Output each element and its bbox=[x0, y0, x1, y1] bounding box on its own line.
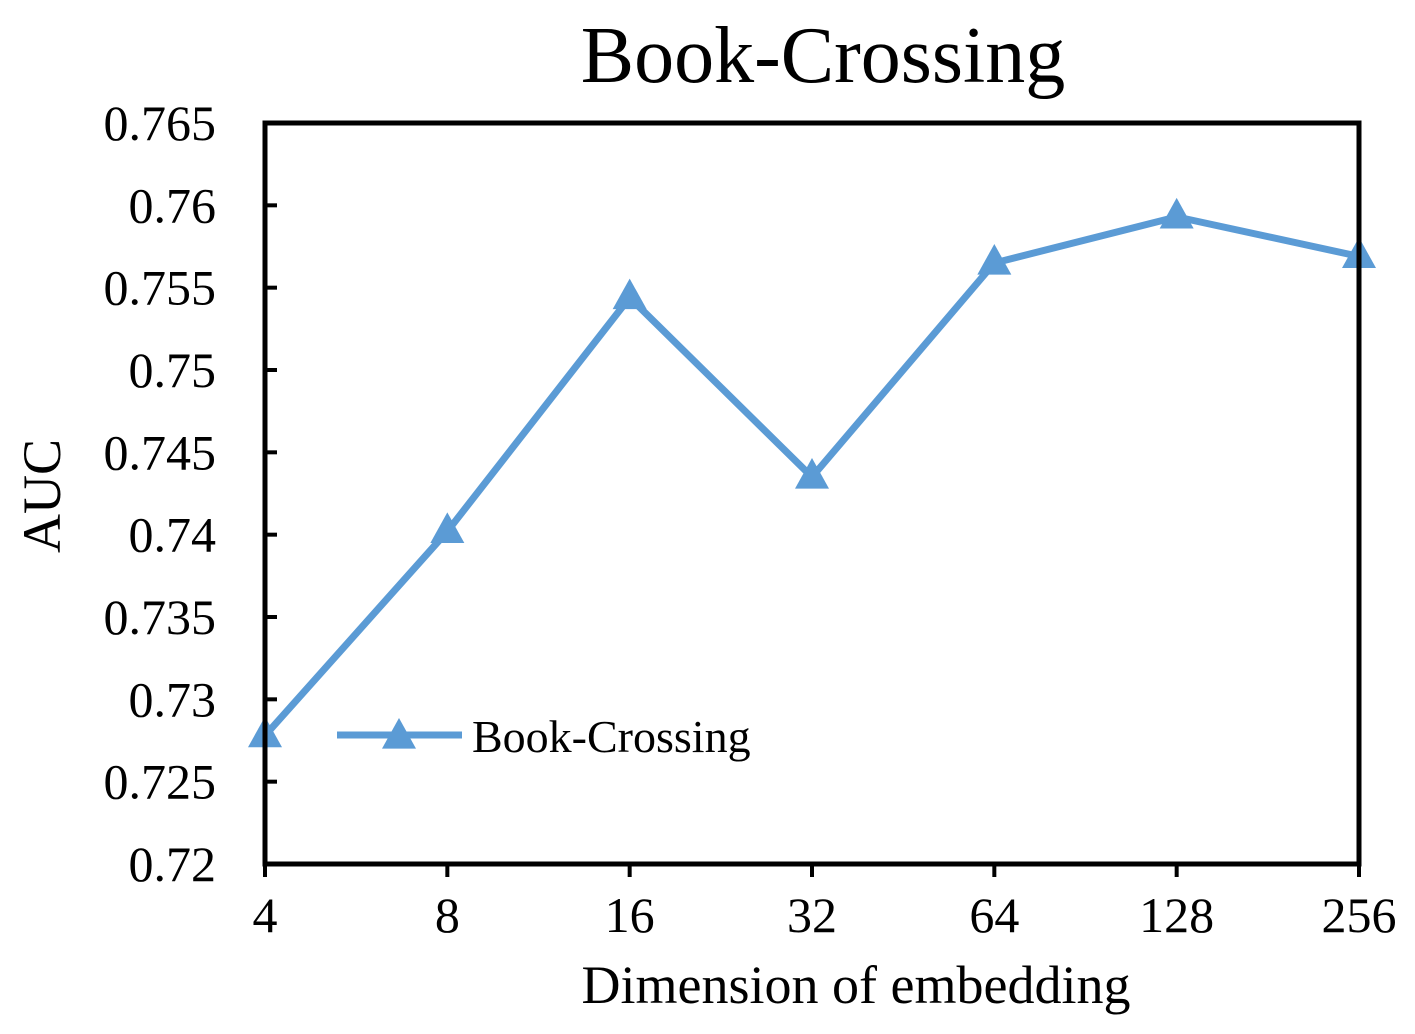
x-axis-label: Dimension of embedding bbox=[582, 955, 1131, 1015]
legend-triangle-marker bbox=[382, 718, 416, 749]
x-tick-label: 32 bbox=[787, 887, 837, 943]
data-point-triangle bbox=[795, 458, 829, 489]
x-tick-label: 4 bbox=[253, 887, 278, 943]
y-tick-label: 0.73 bbox=[129, 671, 217, 727]
x-tick-label: 64 bbox=[969, 887, 1019, 943]
x-tick-label: 128 bbox=[1139, 887, 1214, 943]
data-point-triangle bbox=[430, 512, 465, 544]
data-point-triangle bbox=[977, 243, 1012, 275]
plot-frame bbox=[262, 120, 1362, 867]
chart-title: Book-Crossing bbox=[581, 12, 1066, 100]
x-axis-ticks: 4 8 16 32 64 128 256 bbox=[253, 864, 1397, 943]
x-tick-label: 8 bbox=[435, 887, 460, 943]
x-tick-label: 256 bbox=[1322, 887, 1397, 943]
y-tick-label: 0.745 bbox=[104, 424, 217, 480]
y-axis-ticks: 0.72 0.725 0.73 0.735 0.74 0.745 0.75 0.755 0.76… bbox=[104, 95, 277, 892]
legend: Book-Crossing bbox=[337, 711, 751, 762]
y-tick-label: 0.765 bbox=[104, 95, 217, 151]
y-tick-label: 0.755 bbox=[104, 260, 217, 316]
y-tick-label: 0.74 bbox=[129, 507, 217, 563]
data-point-triangle bbox=[1159, 197, 1194, 229]
data-point-triangle bbox=[612, 278, 647, 310]
x-tick-label: 16 bbox=[605, 887, 655, 943]
y-axis-label: AUC bbox=[12, 439, 72, 553]
y-tick-label: 0.725 bbox=[104, 754, 217, 810]
y-tick-label: 0.75 bbox=[129, 342, 217, 398]
series-layer bbox=[248, 197, 1376, 748]
legend-label: Book-Crossing bbox=[472, 711, 751, 762]
y-tick-label: 0.76 bbox=[129, 177, 217, 233]
y-tick-label: 0.72 bbox=[129, 836, 217, 892]
y-tick-label: 0.735 bbox=[104, 589, 217, 645]
